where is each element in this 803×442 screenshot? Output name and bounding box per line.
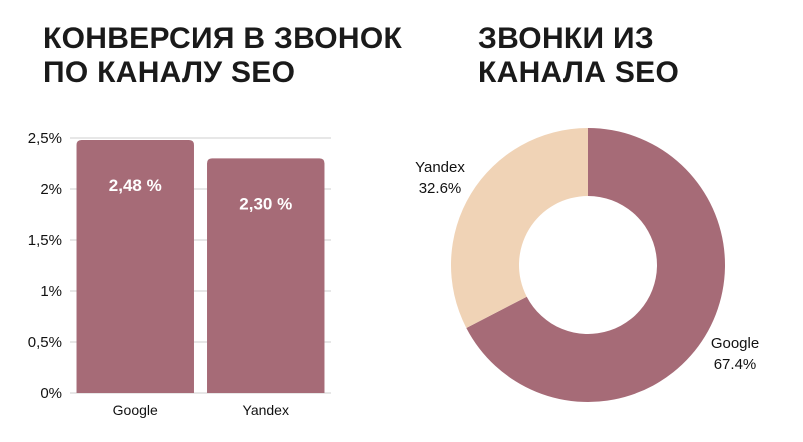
donut-slice-value-label: 32.6% — [419, 180, 462, 197]
x-category-label: Google — [113, 402, 158, 418]
bar-value-label: 2,30 % — [239, 194, 292, 213]
bar-chart-title: КОНВЕРСИЯ В ЗВОНОК ПО КАНАЛУ SEO — [43, 22, 402, 90]
x-category-label: Yandex — [243, 402, 289, 418]
bar-chart-title-line2: ПО КАНАЛУ SEO — [43, 56, 296, 89]
y-tick-label: 2,5% — [28, 130, 62, 147]
y-tick-label: 2% — [40, 181, 62, 198]
donut-chart-title: ЗВОНКИ ИЗ КАНАЛА SEO — [478, 22, 679, 90]
bar-chart: 0% 0,5% 1% 1,5% 2% 2,5% 2,48 % Google 2,30 % Yand… — [28, 130, 331, 418]
donut-chart-title-line2: КАНАЛА SEO — [478, 56, 680, 89]
y-tick-label: 1% — [40, 283, 62, 300]
donut-slice-name-label: Google — [711, 335, 759, 352]
y-tick-label: 0,5% — [28, 334, 62, 351]
y-tick-label: 0% — [40, 385, 62, 402]
y-tick-label: 1,5% — [28, 232, 62, 249]
donut-slice-value-label: 67.4% — [714, 356, 757, 373]
donut-chart-title-line1: ЗВОНКИ ИЗ — [478, 22, 654, 55]
bar-google — [76, 140, 194, 393]
donut-slice-google — [466, 128, 725, 402]
donut-chart: Google 67.4% Yandex 32.6% — [415, 128, 759, 402]
bar-yandex — [207, 158, 325, 393]
donut-slice-name-label: Yandex — [415, 159, 465, 176]
bar-value-label: 2,48 % — [109, 176, 162, 195]
donut-slice-yandex — [451, 128, 588, 328]
bar-chart-title-line1: КОНВЕРСИЯ В ЗВОНОК — [43, 22, 403, 55]
